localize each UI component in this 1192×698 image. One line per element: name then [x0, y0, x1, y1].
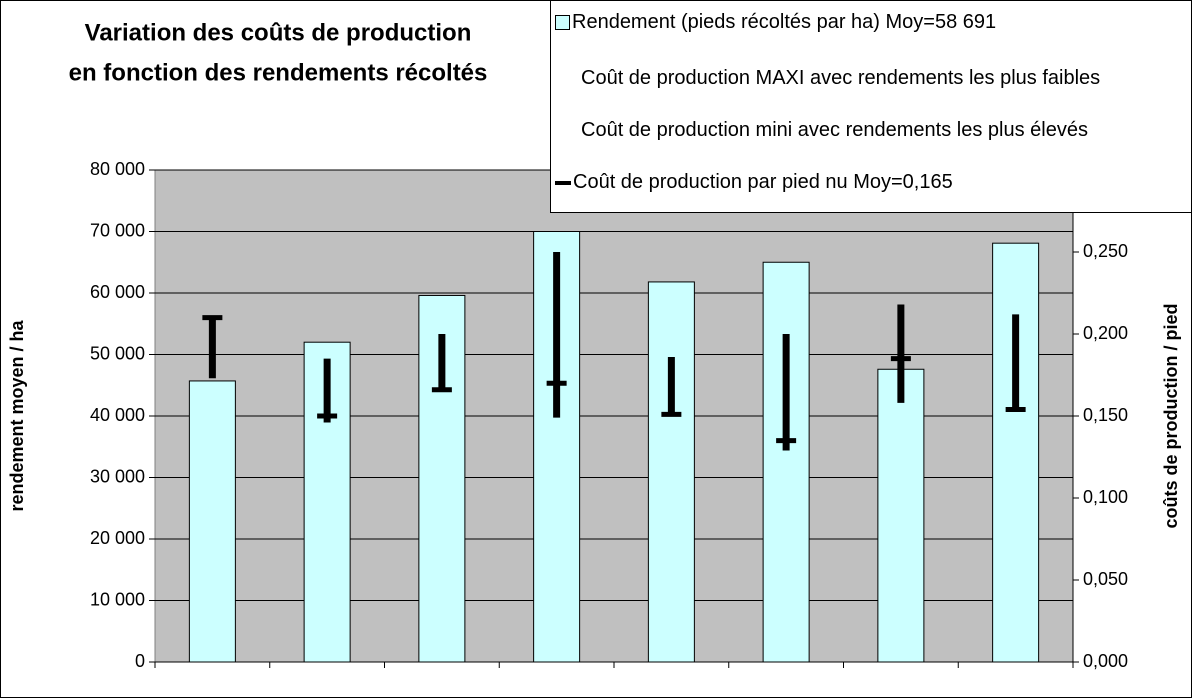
y-tick-label: 70 000	[90, 220, 145, 240]
bar	[188, 380, 236, 663]
y2-tick-label: 0,150	[1083, 405, 1128, 425]
legend-label: Rendement (pieds récoltés par ha) Moy=58…	[572, 11, 997, 33]
y2-tick-label: 0,200	[1083, 323, 1128, 343]
y2-axis-label: coûts de production / pied	[1161, 304, 1181, 529]
bar	[877, 368, 925, 663]
y-tick-label: 10 000	[90, 589, 145, 609]
legend-swatch	[555, 180, 571, 185]
y2-tick-label: 0,050	[1083, 569, 1128, 589]
legend-entry: Coût de production MAXI avec rendements …	[581, 67, 1192, 89]
legend-entry: Rendement (pieds récoltés par ha) Moy=58…	[555, 11, 1180, 33]
y-tick-label: 40 000	[90, 405, 145, 425]
bar	[647, 281, 695, 663]
y2-tick-label: 0,000	[1083, 651, 1128, 671]
y-tick-label: 30 000	[90, 466, 145, 486]
y-tick-label: 20 000	[90, 528, 145, 548]
chart-title: Variation des coûts de production	[85, 19, 472, 46]
y-tick-label: 0	[135, 651, 145, 671]
bar	[992, 242, 1040, 663]
y-tick-label: 60 000	[90, 282, 145, 302]
bar	[762, 261, 810, 663]
y2-tick-label: 0,250	[1083, 241, 1128, 261]
y-tick-label: 80 000	[90, 159, 145, 179]
legend-label: Coût de production MAXI avec rendements …	[581, 67, 1101, 89]
chart-title: en fonction des rendements récoltés	[69, 59, 488, 86]
y2-tick-label: 0,100	[1083, 487, 1128, 507]
legend-entry: Coût de production par pied nu Moy=0,165	[555, 171, 1180, 193]
y-axis-label: rendement moyen / ha	[7, 319, 27, 511]
y-tick-label: 50 000	[90, 343, 145, 363]
legend: Rendement (pieds récoltés par ha) Moy=58…	[550, 0, 1192, 213]
legend-swatch	[555, 15, 570, 31]
legend-entry: Coût de production mini avec rendements …	[581, 119, 1192, 141]
legend-label: Coût de production mini avec rendements …	[581, 119, 1088, 141]
legend-label: Coût de production par pied nu Moy=0,165	[573, 171, 953, 193]
